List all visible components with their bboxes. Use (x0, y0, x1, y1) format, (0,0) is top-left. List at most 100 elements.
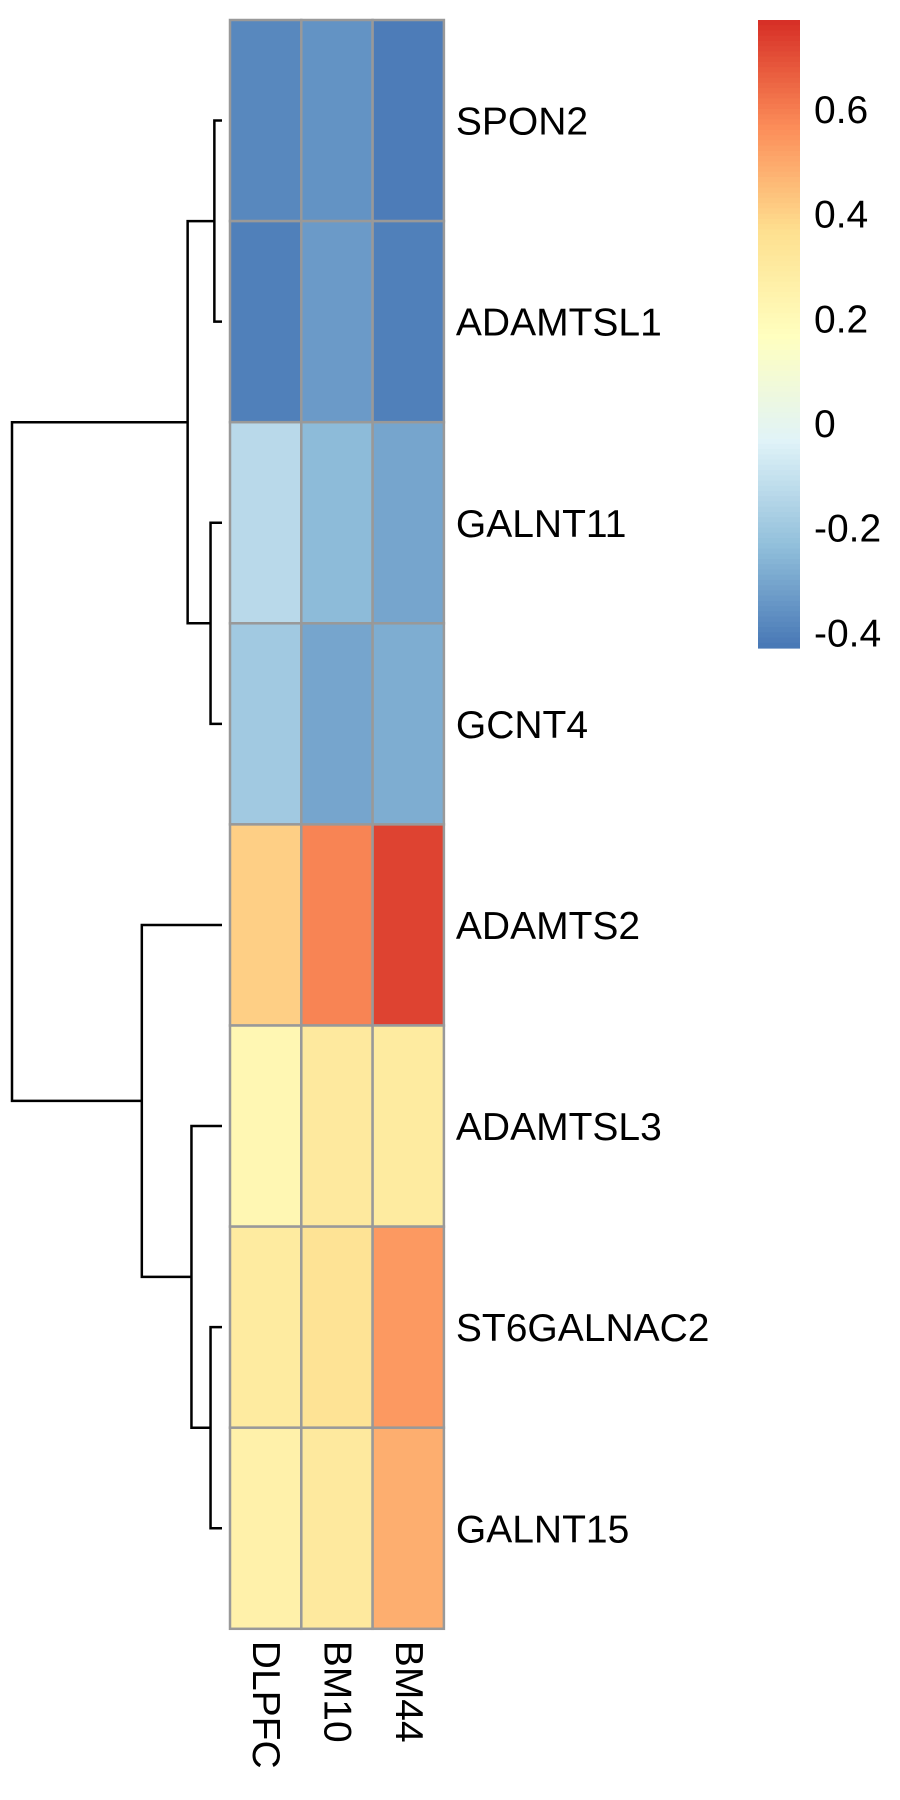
legend-gradient-step (758, 344, 800, 351)
heatmap-cell (300, 420, 374, 625)
legend-gradient-step (758, 532, 800, 539)
legend-gradient-step (758, 506, 800, 513)
legend-gradient-step (758, 595, 800, 602)
legend-gradient-step (758, 56, 800, 63)
legend-tick-label: 0 (814, 403, 836, 446)
color-legend: -0.4 -0.2 0 0.2 0.4 0.6 (758, 20, 881, 655)
legend-gradient-step (758, 40, 800, 47)
heatmap-cell (371, 1024, 446, 1228)
legend-gradient-step (758, 72, 800, 79)
row-label: ST6GALNAC2 (456, 1307, 710, 1350)
legend-gradient-step (758, 443, 800, 450)
legend-gradient-step (758, 464, 800, 471)
legend-gradient-step (758, 527, 800, 534)
legend-gradient-step (758, 35, 800, 42)
legend-gradient-step (758, 30, 800, 37)
legend-gradient-step (758, 553, 800, 560)
legend-gradient-step (758, 621, 800, 628)
heatmap-cell (228, 622, 303, 826)
heatmap-cell (371, 622, 446, 826)
legend-gradient-step (758, 108, 800, 115)
legend-gradient-step (758, 407, 800, 414)
legend-gradient-step (758, 229, 800, 236)
dendrogram-branch (140, 923, 222, 1279)
legend-gradient-step (758, 88, 800, 94)
legend-gradient-step (758, 265, 800, 272)
heatmap-cell (228, 420, 303, 625)
legend-gradient-step (758, 428, 800, 435)
row-label: ADAMTSL1 (456, 302, 662, 345)
legend-gradient-step (758, 135, 800, 141)
legend-gradient-step (758, 323, 800, 330)
legend-gradient-step (758, 449, 800, 455)
dendrogram-branch (10, 420, 188, 1103)
legend-gradient-step (758, 171, 800, 178)
legend-gradient-step (758, 307, 800, 314)
heatmap-cell (371, 823, 446, 1027)
legend-gradient-step (758, 281, 800, 288)
heatmap-cell (371, 420, 446, 625)
legend-gradient-step (758, 297, 800, 304)
legend-gradient-step (758, 627, 800, 633)
legend-tick-label: 0.2 (814, 298, 868, 341)
legend-gradient-step (758, 642, 800, 649)
heatmap-cell (228, 823, 303, 1027)
legend-gradient-step (758, 339, 800, 346)
legend-gradient-step (758, 360, 800, 366)
legend-gradient-step (758, 25, 800, 32)
heatmap-cell (371, 1225, 446, 1429)
legend-gradient-step (758, 156, 800, 162)
legend-gradient-step (758, 318, 800, 325)
legend-gradient-step (758, 391, 800, 398)
legend-tick-label: -0.2 (814, 508, 881, 551)
legend-gradient-step (758, 517, 800, 523)
row-label: ADAMTSL3 (456, 1106, 662, 1149)
row-label: GCNT4 (456, 704, 588, 747)
legend-gradient-step (758, 103, 800, 110)
legend-tick-label: 0.4 (814, 194, 868, 237)
legend-gradient-step (758, 77, 800, 84)
legend-gradient-step (758, 632, 800, 639)
legend-gradient-step (758, 234, 800, 241)
legend-gradient-step (758, 93, 800, 100)
legend-gradient-step (758, 454, 800, 461)
legend-gradient-step (758, 119, 800, 126)
legend-gradient-step (758, 182, 800, 189)
legend-gradient-step (758, 611, 800, 618)
legend-gradient-step (758, 208, 800, 215)
legend-gradient-step (758, 438, 800, 445)
legend-gradient-step (758, 496, 800, 503)
row-labels: SPON2 ADAMTSL1 GALNT11 GCNT4 ADAMTS2 ADAMTSL3… (456, 101, 710, 1552)
legend-gradient-step (758, 161, 800, 168)
heatmap-cell (371, 18, 446, 223)
legend-gradient-step (758, 569, 800, 576)
legend-gradient-step (758, 559, 800, 565)
legend-gradient-step (758, 480, 800, 487)
legend-tick-label: 0.6 (814, 89, 868, 132)
legend-gradient-step (758, 187, 800, 194)
legend-gradient-step (758, 292, 800, 298)
legend-gradient-step (758, 177, 800, 183)
legend-gradient-step (758, 98, 800, 105)
heatmap-cell (300, 1024, 374, 1228)
legend-gradient-step (758, 61, 800, 68)
legend-gradient-step (758, 574, 800, 581)
legend-gradient-step (758, 470, 800, 476)
heatmap-cell (300, 219, 374, 424)
heatmap-cell (371, 219, 446, 424)
legend-gradient-step (758, 334, 800, 340)
legend-gradient-step (758, 224, 800, 230)
legend-gradient-step (758, 260, 800, 267)
legend-gradient-step (758, 402, 800, 408)
legend-gradient-step (758, 82, 800, 89)
legend-gradient-step (758, 302, 800, 309)
legend-gradient-step (758, 197, 800, 204)
legend-gradient-step (758, 276, 800, 283)
dendrogram-branch (190, 1124, 222, 1429)
heatmap-cell (228, 18, 303, 223)
heatmap-cell (300, 1225, 374, 1429)
legend-gradient-step (758, 328, 800, 335)
legend-gradient-step (758, 396, 800, 403)
legend-gradient-step (758, 286, 800, 293)
